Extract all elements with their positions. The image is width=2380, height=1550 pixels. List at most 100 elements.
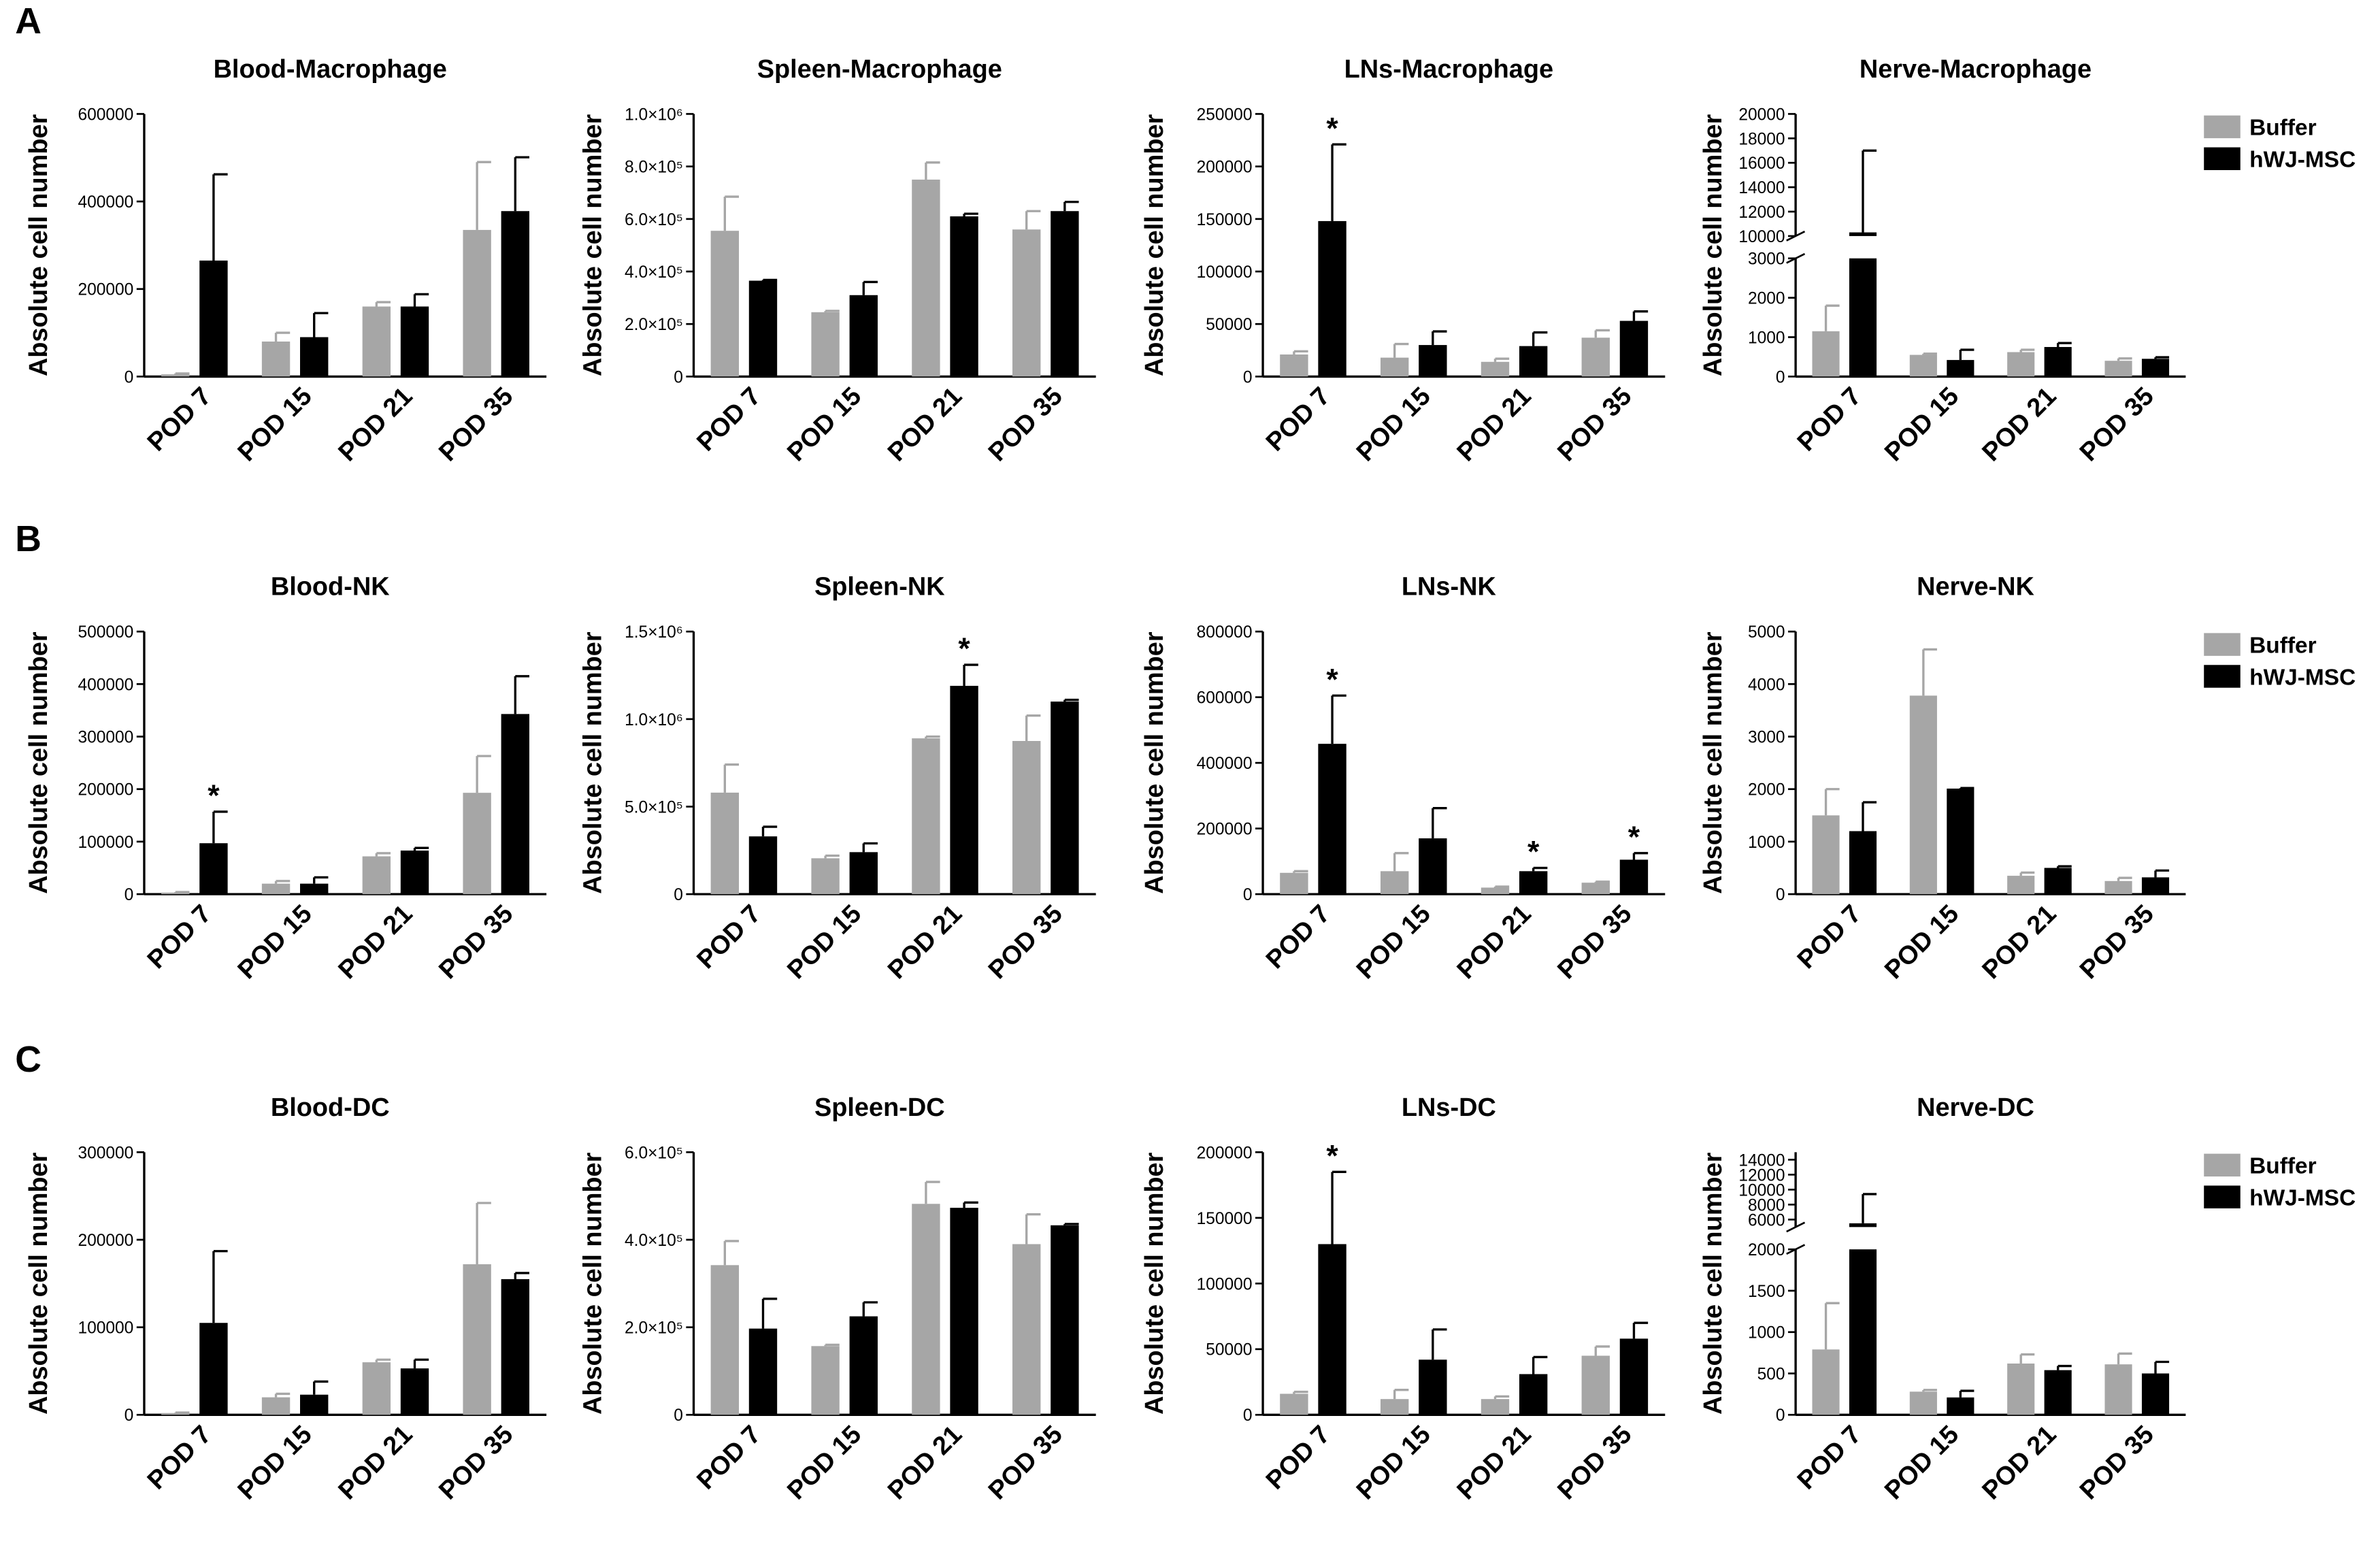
- y-tick-label: 200000: [1197, 1144, 1253, 1162]
- bar: [400, 851, 429, 895]
- y-tick-label: 10000: [1738, 228, 1785, 246]
- bar: [400, 306, 429, 377]
- y-axis-label: Absolute cell number: [1699, 631, 1728, 894]
- bar: [300, 337, 329, 377]
- y-axis-label: Absolute cell number: [578, 1152, 607, 1415]
- bar: [748, 1328, 778, 1415]
- y-axis-label: Absolute cell number: [1140, 114, 1169, 376]
- bar: [1280, 354, 1308, 377]
- y-tick-label: 200000: [1197, 159, 1253, 177]
- bar: [1909, 695, 1937, 895]
- y-tick-label: 5000: [1748, 623, 1785, 642]
- bar: [501, 714, 529, 895]
- bar: [1280, 872, 1308, 895]
- x-tick-label: POD 35: [983, 382, 1068, 467]
- bar: [950, 685, 978, 895]
- bar: [1849, 1223, 1877, 1227]
- bar: [2007, 352, 2035, 377]
- x-tick-label: POD 7: [1261, 900, 1336, 974]
- bar: [1481, 361, 1510, 377]
- y-axis-label: Absolute cell number: [1140, 631, 1169, 894]
- y-tick-label: 3000: [1748, 728, 1785, 746]
- y-tick-label: 1.0×10⁶: [625, 105, 683, 124]
- legend-swatch: [2204, 147, 2241, 170]
- y-tick-label: 50000: [1206, 316, 1252, 334]
- x-tick-label: POD 21: [882, 1420, 968, 1505]
- bar: [362, 306, 391, 377]
- y-tick-label: 14000: [1738, 1151, 1785, 1170]
- y-tick-label: 6000: [1748, 1211, 1785, 1230]
- chart-title: Blood-DC: [271, 1093, 390, 1122]
- bar: [1909, 354, 1937, 377]
- bar: [1909, 1391, 1937, 1415]
- bar: [1051, 211, 1079, 377]
- bar: [261, 883, 291, 895]
- y-tick-label: 150000: [1197, 1210, 1253, 1228]
- bar: [2044, 346, 2072, 377]
- x-tick-label: POD 21: [333, 900, 418, 985]
- bar: [2104, 1364, 2132, 1415]
- x-tick-label: POD 15: [782, 1420, 867, 1505]
- y-tick-label: 6.0×10⁵: [625, 1144, 683, 1162]
- x-tick-label: POD 15: [233, 1420, 318, 1505]
- x-tick-label: POD 15: [233, 382, 318, 467]
- y-tick-label: 2000: [1748, 1241, 1785, 1259]
- bar: [710, 1265, 740, 1415]
- bar: [1381, 1399, 1409, 1415]
- x-tick-label: POD 35: [983, 1420, 1068, 1505]
- chart-title: LNs-DC: [1402, 1093, 1496, 1122]
- bar: [1381, 357, 1409, 377]
- bar: [1812, 1349, 1840, 1415]
- legend-label: Buffer: [2249, 116, 2316, 141]
- panel-label: A: [15, 1, 42, 42]
- x-tick-label: POD 7: [1261, 382, 1336, 457]
- y-tick-label: 2000: [1748, 781, 1785, 799]
- y-tick-label: 500: [1757, 1365, 1785, 1383]
- y-tick-label: 0: [125, 1406, 134, 1425]
- x-tick-label: POD 21: [1452, 900, 1537, 985]
- bar: [1481, 1399, 1510, 1415]
- bar: [1280, 1394, 1308, 1415]
- y-tick-label: 0: [125, 368, 134, 386]
- x-tick-label: POD 15: [1351, 382, 1436, 467]
- x-tick-label: POD 35: [433, 1420, 518, 1505]
- y-tick-label: 1000: [1748, 834, 1785, 852]
- bar: [1619, 1338, 1649, 1415]
- y-tick-label: 0: [1776, 886, 1785, 904]
- bar: [463, 229, 491, 377]
- x-tick-label: POD 15: [782, 900, 867, 985]
- y-tick-label: 2.0×10⁵: [625, 316, 683, 334]
- bar: [1519, 871, 1548, 895]
- bar: [300, 883, 329, 895]
- bar: [161, 892, 190, 895]
- x-tick-label: POD 15: [1879, 1420, 1964, 1505]
- bar: [1318, 744, 1346, 895]
- bar: [849, 1316, 878, 1415]
- bar: [1419, 345, 1447, 377]
- bar: [1051, 1225, 1079, 1415]
- bar: [912, 738, 940, 895]
- bar: [912, 179, 940, 377]
- y-tick-label: 300000: [78, 1144, 134, 1162]
- x-tick-label: POD 35: [433, 382, 518, 467]
- bar: [1581, 883, 1610, 895]
- chart-title: LNs-NK: [1402, 573, 1497, 601]
- bar: [2044, 868, 2072, 895]
- y-axis-label: Absolute cell number: [24, 1152, 53, 1415]
- bar: [199, 260, 228, 377]
- bar: [1381, 871, 1409, 895]
- y-axis-label: Absolute cell number: [24, 114, 53, 376]
- y-tick-label: 3000: [1748, 250, 1785, 269]
- x-tick-label: POD 21: [1452, 382, 1537, 467]
- y-tick-label: 1000: [1748, 329, 1785, 347]
- y-tick-label: 250000: [1197, 105, 1253, 124]
- significance-mark: *: [958, 632, 970, 665]
- y-axis-label: Absolute cell number: [578, 114, 607, 376]
- bar: [748, 280, 778, 377]
- y-tick-label: 16000: [1738, 154, 1785, 173]
- y-tick-label: 150000: [1197, 211, 1253, 229]
- x-tick-label: POD 35: [2075, 1420, 2160, 1505]
- x-tick-label: POD 35: [2075, 382, 2160, 467]
- y-axis-label: Absolute cell number: [578, 631, 607, 894]
- axis-break: [1786, 231, 1806, 242]
